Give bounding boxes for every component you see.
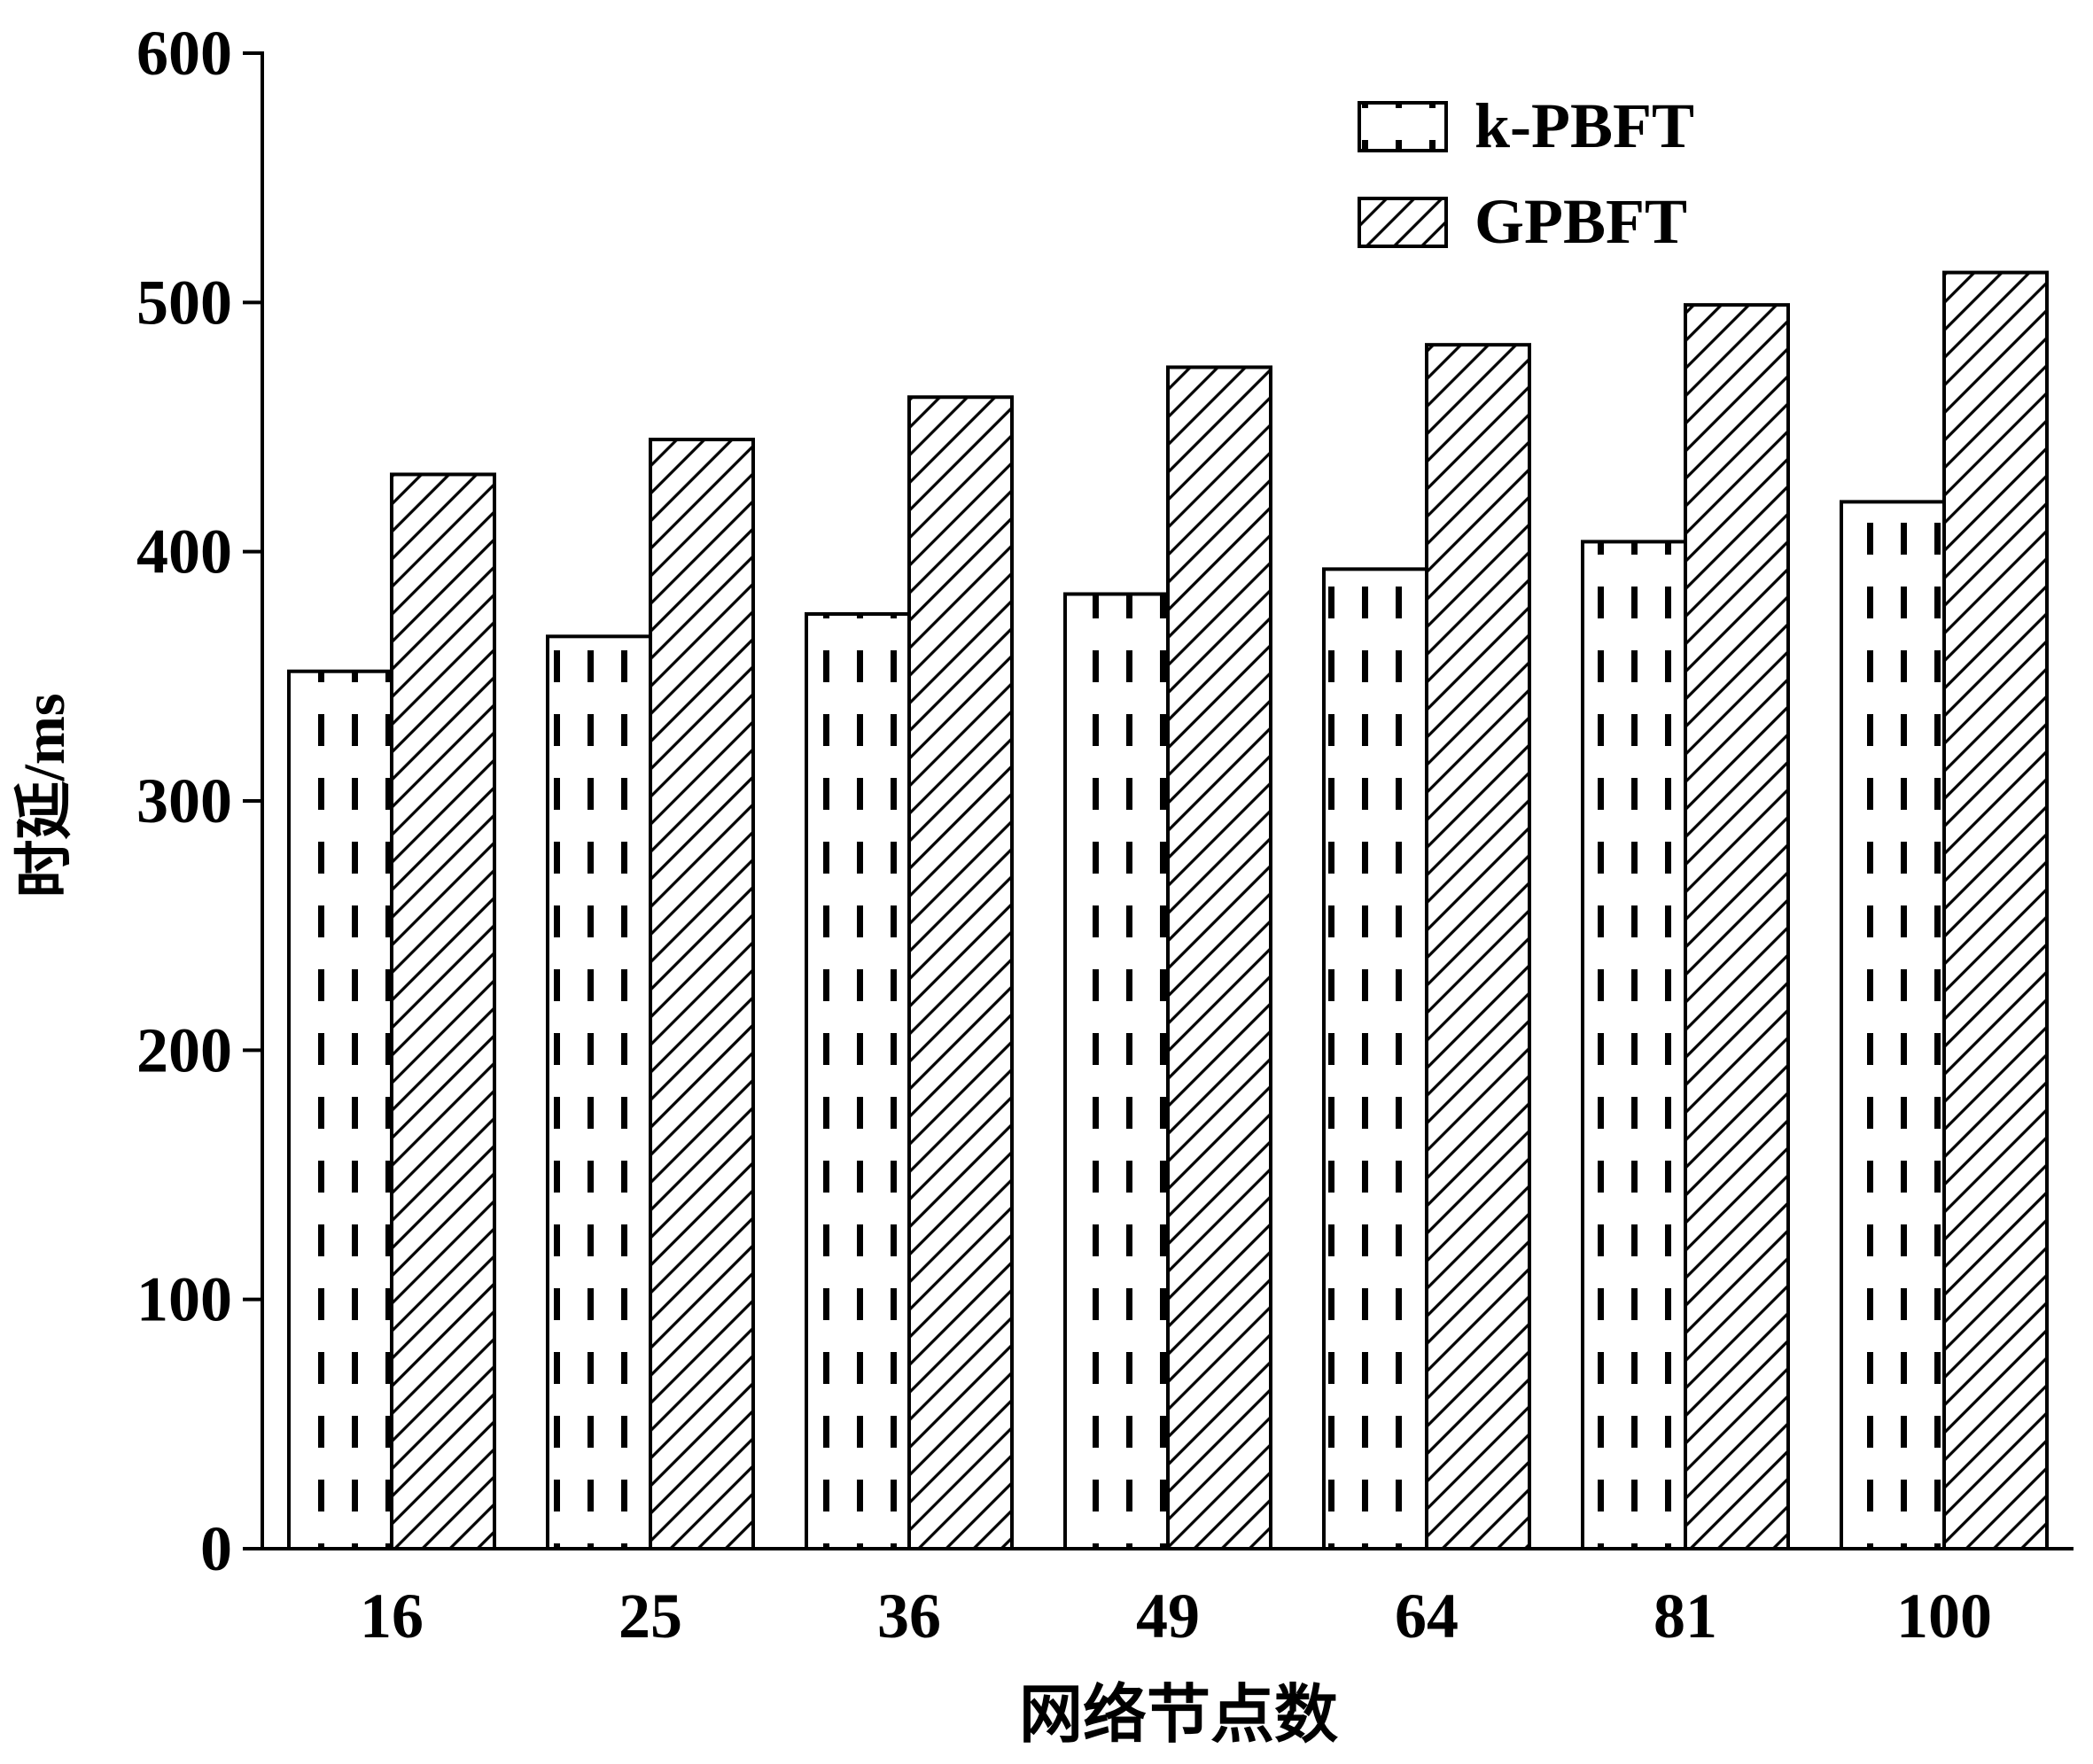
bar-kpbft-16	[287, 669, 393, 1550]
legend-swatch-kpbft	[1358, 101, 1448, 152]
x-tick-label: 64	[1395, 1581, 1459, 1651]
y-tick-label: 300	[136, 765, 232, 836]
bar-kpbft-36	[805, 612, 911, 1550]
legend-swatch-gpbft	[1358, 197, 1448, 248]
x-tick-label: 100	[1896, 1581, 1992, 1651]
bar-gpbft-100	[1942, 270, 2049, 1550]
y-axis-label: 时延/ms	[12, 694, 77, 898]
x-tick-label: 16	[360, 1581, 424, 1651]
y-tick-label: 0	[200, 1513, 232, 1584]
bar-gpbft-81	[1684, 303, 1790, 1551]
x-tick-label: 49	[1136, 1581, 1200, 1651]
legend: k-PBFT GPBFT	[1358, 90, 1694, 257]
y-tick-label: 200	[136, 1014, 232, 1085]
axes-layer: 16 25 36 49 64 81 100 0 100 200 300 400 500 600	[136, 18, 2074, 1651]
bar-kpbft-49	[1063, 592, 1170, 1551]
x-tick-label: 36	[877, 1581, 941, 1651]
x-tick-label: 25	[619, 1581, 682, 1651]
bar-kpbft-25	[546, 634, 652, 1551]
y-tick-label: 500	[136, 267, 232, 338]
legend-label-kpbft: k-PBFT	[1474, 90, 1694, 161]
bar-kpbft-100	[1840, 500, 1946, 1550]
bar-gpbft-16	[390, 472, 496, 1550]
bar-gpbft-64	[1425, 343, 1531, 1550]
x-axis-label: 网络节点数	[1019, 1680, 1338, 1751]
y-tick-label: 600	[136, 18, 232, 89]
legend-label-gpbft: GPBFT	[1474, 186, 1687, 257]
bar-kpbft-81	[1581, 540, 1687, 1550]
x-tick-label: 81	[1653, 1581, 1717, 1651]
bar-kpbft-64	[1322, 567, 1428, 1550]
y-tick-label: 100	[136, 1264, 232, 1335]
y-tick-label: 400	[136, 517, 232, 587]
bar-gpbft-36	[907, 395, 1014, 1550]
bars-layer	[287, 270, 2049, 1551]
bar-gpbft-25	[649, 438, 755, 1551]
bar-gpbft-49	[1166, 365, 1272, 1551]
